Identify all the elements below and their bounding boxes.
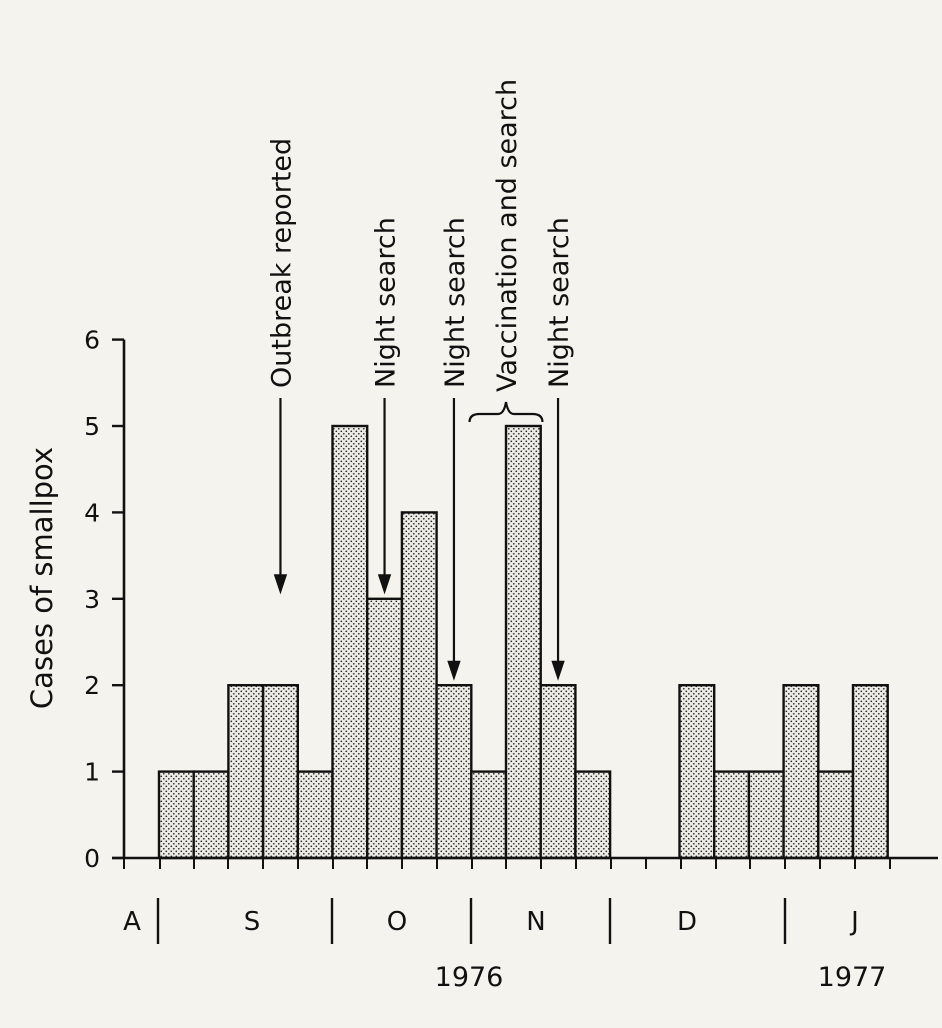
annotations-layer: Outbreak reported Night search Night searc… <box>266 79 575 681</box>
bar-week-18 <box>747 770 785 860</box>
bar-week-3 <box>227 684 265 860</box>
bars-layer <box>157 424 889 860</box>
month-label-J: J <box>849 907 859 937</box>
annotation-label-2: Night search <box>440 217 471 388</box>
y-tick-label-0: 0 <box>84 844 100 873</box>
bar-week-20 <box>817 770 855 860</box>
annotation-arrowhead-2 <box>447 660 461 681</box>
y-tick-label-4: 4 <box>84 498 100 527</box>
annotation-arrowhead-0 <box>273 574 288 595</box>
y-tick-label-1: 1 <box>84 758 100 787</box>
bar-week-2 <box>192 770 230 860</box>
y-axis-label: Cases of smallpox <box>25 447 59 709</box>
bar-week-8 <box>400 511 438 860</box>
month-label-O: O <box>387 907 407 937</box>
bar-week-17 <box>713 770 751 860</box>
bar-week-1 <box>157 770 195 860</box>
annotation-arrowhead-4 <box>551 660 565 681</box>
annotation-label-4: Night search <box>544 217 575 388</box>
y-tick-label-2: 2 <box>84 671 100 700</box>
month-label-A: A <box>123 907 141 937</box>
month-label-S: S <box>244 907 261 937</box>
bar-week-6 <box>331 424 369 860</box>
bar-week-21 <box>851 684 889 860</box>
month-label-D: D <box>677 907 697 937</box>
annotation-label-0: Outbreak reported <box>266 138 297 388</box>
bar-week-13 <box>574 770 612 860</box>
bar-week-19 <box>782 684 820 860</box>
bar-week-7 <box>366 597 404 860</box>
annotation-label-3: Vaccination and search <box>492 79 523 392</box>
y-tick-label-6: 6 <box>84 326 100 355</box>
annotation-brace-3 <box>468 401 544 423</box>
year-label-1977: 1977 <box>818 962 887 993</box>
axes-layer: 0 1 2 3 4 5 6 A S O N D J 1976 1977 <box>84 326 938 993</box>
year-label-1976: 1976 <box>435 962 504 993</box>
month-label-N: N <box>526 907 545 937</box>
bar-week-16 <box>678 684 716 860</box>
bar-week-4 <box>261 684 300 860</box>
y-tick-label-5: 5 <box>84 412 100 441</box>
bar-week-12 <box>539 684 577 860</box>
bar-week-10 <box>470 770 508 860</box>
annotation-arrowhead-1 <box>377 574 392 595</box>
annotation-label-1: Night search <box>371 217 402 388</box>
bar-week-9 <box>435 684 473 860</box>
bar-week-5 <box>296 770 334 860</box>
bar-week-11 <box>504 424 542 860</box>
y-tick-label-3: 3 <box>84 585 100 614</box>
